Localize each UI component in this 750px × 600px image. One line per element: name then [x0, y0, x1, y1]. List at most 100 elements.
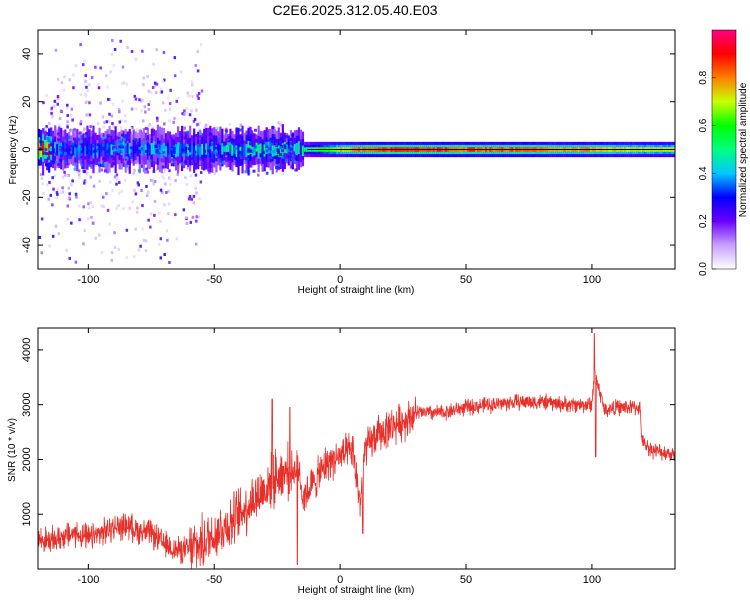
spectrogram-cell [74, 260, 78, 264]
spectrogram-cell [146, 170, 150, 174]
spectrogram-cell [102, 133, 105, 137]
x-tick-label: 50 [460, 574, 472, 586]
spectrogram-cell [83, 229, 86, 233]
spectrogram-cell [115, 173, 119, 177]
spectrogram-cell [158, 149, 162, 153]
spectrogram-cell [148, 100, 152, 104]
spectrogram-cell [48, 122, 51, 126]
spectrogram-cell [56, 192, 59, 196]
spectrogram-cell [181, 148, 185, 152]
spectrogram-cell [155, 48, 158, 52]
spectrogram-cell [94, 163, 97, 167]
spectrogram-cell [236, 159, 240, 163]
spectrogram-cell [143, 105, 147, 109]
spectrogram-cell [83, 127, 86, 131]
spectrogram-cell [150, 143, 153, 155]
spectrogram-cell [103, 169, 107, 173]
spectrogram-cell [136, 206, 139, 210]
spectrogram-cell [275, 144, 279, 148]
spectrogram-cell [40, 146, 43, 158]
spectrogram-cell [126, 45, 129, 49]
spectrogram-cell [228, 122, 232, 126]
spectrogram-cell [267, 138, 271, 142]
spectrogram-cell [181, 153, 185, 157]
spectrogram-cell [196, 50, 200, 54]
x-tick-label: 0 [337, 274, 343, 286]
spectrogram-cell [91, 205, 94, 209]
spectrogram-cell [167, 212, 170, 216]
spectrogram-cell [197, 143, 200, 156]
spectrogram-cell [108, 112, 111, 116]
y-tick-label: -20 [21, 189, 33, 205]
spectrogram-cell [187, 197, 191, 201]
spectrogram-cell [184, 176, 187, 180]
spectrogram-cell [84, 100, 88, 104]
spectrogram-cell [124, 164, 128, 168]
spectrogram-cell [141, 49, 144, 53]
spectrogram-cell [101, 146, 105, 150]
spectrogram-cell [125, 135, 129, 139]
spectrogram-cell [273, 127, 276, 131]
snr-x-ticks: -100 -50 0 50 100 [77, 328, 601, 586]
spectrogram-cell [162, 51, 166, 55]
spectrogram-cell [69, 128, 72, 132]
spectrogram-cell [50, 108, 53, 112]
spectrogram-cell [269, 156, 273, 160]
spectrogram-cell [113, 47, 117, 51]
spectrogram-cell [291, 133, 295, 137]
spectrogram-cell [101, 195, 105, 199]
spectrogram-cell [62, 141, 65, 154]
spectrogram-cell [142, 238, 146, 242]
spectrogram-cell [111, 188, 114, 192]
spectrogram-cell [70, 221, 73, 225]
spectrogram-cell [138, 150, 142, 154]
spectrogram-cell [61, 186, 64, 190]
spectrogram-cell [59, 109, 63, 113]
spectrogram-cell [128, 143, 131, 157]
spectrogram-cell [261, 150, 265, 154]
spectrogram-cell [110, 114, 114, 118]
spectrogram-cell [137, 248, 141, 252]
spectrogram-cell [182, 208, 186, 212]
spectrogram-cell [43, 151, 47, 155]
spectrogram-cell [292, 160, 296, 164]
spectrogram-cell [47, 126, 51, 130]
spectrogram-cell [272, 149, 276, 153]
spectrogram-cell [163, 145, 167, 149]
spectrogram-cell [297, 141, 301, 154]
spectrogram-cell [144, 150, 148, 154]
spectrogram-cell [68, 78, 72, 82]
spectrogram-cell [147, 124, 150, 128]
spectrogram-cell [224, 152, 228, 156]
spectrogram-cell [212, 150, 216, 154]
spectrogram-cell [185, 146, 188, 157]
spectrogram-cell [163, 170, 166, 174]
spectrogram-cell [115, 182, 118, 186]
spectrogram-cell [40, 251, 44, 255]
spectrogram-cell [85, 113, 88, 117]
spectrogram-cell [55, 196, 58, 200]
x-tick-label: -100 [77, 274, 99, 286]
spectrogram-cell [217, 139, 221, 143]
spectrogram-cell [71, 179, 74, 183]
spectrogram-cell [103, 120, 106, 124]
spectrogram-cell [239, 123, 243, 127]
spectrogram-cell [187, 147, 191, 151]
spectrogram-cell [259, 139, 263, 143]
spectrogram-cell [159, 256, 163, 260]
spectrogram-cell [112, 151, 116, 155]
spectrogram-cell [208, 132, 212, 136]
spectrogram-cell [163, 252, 166, 256]
spectrogram-cell [109, 180, 112, 184]
spectrogram-cell [119, 144, 123, 148]
chart-title: C2E6.2025.312.05.40.E03 [272, 2, 438, 18]
spectrogram-cell [184, 216, 188, 220]
spectrogram-cell [79, 140, 83, 144]
spectrogram-cell [48, 244, 51, 248]
spectrogram-cell [90, 215, 93, 219]
spectrogram-cell [66, 174, 69, 178]
snr-frame [37, 327, 676, 570]
spectrogram-cell [180, 70, 183, 74]
spectrogram-cell [189, 140, 192, 154]
spectrogram-cell [194, 186, 197, 190]
